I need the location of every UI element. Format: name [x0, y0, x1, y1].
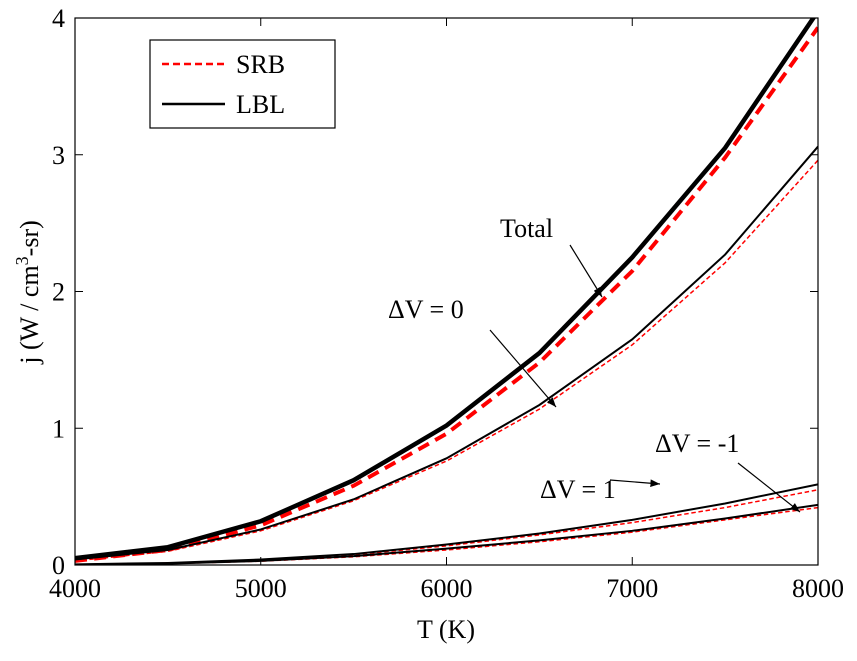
legend-label: SRB [236, 50, 285, 79]
legend-label: LBL [236, 90, 285, 119]
annotation: ΔV = 0 [388, 295, 464, 324]
x-axis-label: T (K) [417, 615, 475, 644]
series-line [75, 145, 818, 561]
annotation-arrow [569, 244, 603, 298]
plot-area [75, 18, 818, 565]
x-tick-label: 6000 [421, 574, 473, 603]
y-tick-label: 2 [52, 278, 65, 307]
y-tick-label: 4 [52, 4, 65, 33]
annotation: ΔV = 1 [540, 475, 616, 504]
annotation: Total [500, 214, 553, 243]
series-line [75, 489, 818, 565]
y-label-text: j (W / cm [15, 265, 44, 364]
series-line [75, 18, 817, 561]
series-line [75, 503, 818, 565]
annotation: ΔV = -1 [655, 429, 739, 458]
legend-box [149, 39, 336, 129]
series-line [75, 483, 818, 565]
annotation-arrow [609, 479, 661, 488]
annotation-arrow [737, 462, 801, 513]
y-tick-label: 3 [52, 141, 65, 170]
y-axis-label: j (W / cm3-sr) [12, 220, 44, 365]
y-label-suffix: -sr) [15, 220, 44, 256]
series-line [75, 26, 818, 563]
y-label-sup: 3 [12, 256, 32, 265]
x-tick-label: 8000 [792, 574, 844, 603]
series-line [75, 159, 818, 562]
annotation-arrow [489, 329, 557, 408]
x-tick-label: 5000 [235, 574, 287, 603]
x-tick-label: 7000 [606, 574, 658, 603]
y-tick-label: 1 [52, 414, 65, 443]
series-line [75, 506, 818, 565]
x-tick-label: 4000 [49, 574, 101, 603]
y-tick-label: 0 [52, 551, 65, 580]
